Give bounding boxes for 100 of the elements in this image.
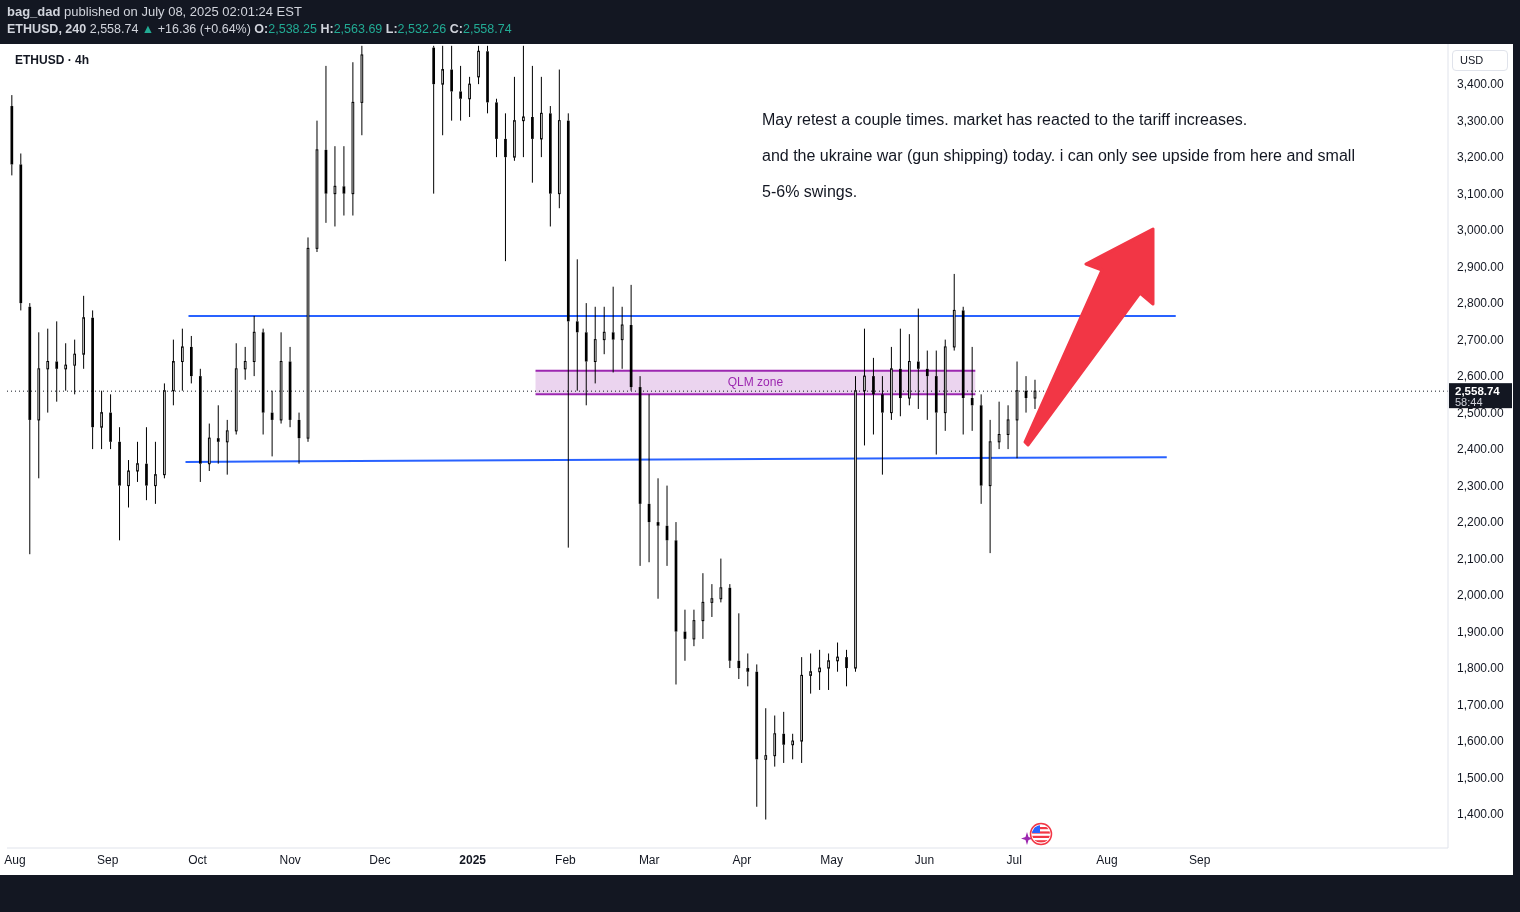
candlestick (602, 306, 606, 355)
candlestick (620, 306, 624, 370)
candlestick (737, 612, 741, 680)
x-tick-label: Sep (97, 853, 119, 867)
y-tick-label: 2,200.00 (1457, 515, 1505, 530)
candlestick (593, 306, 597, 384)
candlestick (557, 69, 561, 209)
y-tick-label: 3,000.00 (1457, 223, 1505, 238)
y-tick-label: 2,900.00 (1457, 259, 1505, 274)
candlestick (252, 315, 256, 377)
candlestick (827, 652, 830, 691)
candlestick (55, 320, 59, 403)
x-tick-label: Sep (1189, 853, 1211, 867)
candlestick (181, 328, 184, 392)
candlestick (1015, 361, 1019, 459)
candlestick (872, 357, 875, 435)
candlestick (710, 583, 714, 618)
x-tick-label: Apr (732, 853, 752, 867)
candlestick (746, 652, 750, 687)
candlestick (881, 375, 884, 476)
candlestick (10, 94, 14, 176)
x-tick-label: Aug (4, 853, 26, 867)
candlestick (1006, 404, 1010, 450)
candlestick (172, 339, 175, 406)
x-tick-label: Aug (1096, 853, 1118, 867)
candlestick (315, 120, 319, 253)
candlestick (198, 368, 202, 483)
candlestick (279, 331, 283, 425)
candlestick (845, 649, 848, 687)
y-tick-label: 2,100.00 (1457, 551, 1505, 566)
candlestick (575, 258, 579, 392)
candlestick (540, 76, 543, 158)
candlestick (207, 423, 211, 472)
series-label: QLM zone (727, 375, 784, 390)
y-tick-label: 2,700.00 (1457, 332, 1505, 347)
candlestick (916, 308, 920, 410)
candlestick (432, 45, 436, 195)
candlestick (611, 286, 615, 373)
candlestick (728, 583, 732, 669)
x-tick-label: Mar (638, 853, 660, 867)
candlestick (37, 331, 41, 479)
candlestick (216, 404, 220, 465)
text: bag_dad published on July 08, 2025 02:01:24 EST (7, 4, 302, 19)
y-tick-label: 3,300.00 (1457, 113, 1505, 128)
candlestick (333, 145, 337, 227)
x-tick-label: 2025 (459, 853, 487, 867)
candlestick (73, 339, 77, 395)
candlestick (351, 61, 355, 217)
candlestick (863, 328, 866, 446)
ref-line-label: 2,558.74 (1455, 384, 1501, 397)
annotation: May retest a couple times. market has reacted to the tariff increases. (762, 111, 1248, 128)
candlestick (145, 426, 148, 501)
x-tick-label: Dec (369, 853, 391, 867)
candlestick (118, 426, 121, 541)
candlestick (899, 328, 902, 417)
candlestick (692, 609, 696, 647)
candlestick (82, 295, 85, 370)
candlestick (46, 328, 50, 414)
annotation: 5-6% swings. (762, 183, 858, 200)
candlestick (136, 441, 139, 483)
candlestick (486, 45, 489, 114)
candlestick (189, 335, 193, 384)
candlestick (925, 350, 929, 421)
y-tick-label: 2,800.00 (1457, 296, 1505, 311)
y-tick-label: 2,400.00 (1457, 442, 1505, 457)
y-tick-label: 3,200.00 (1457, 150, 1505, 165)
y-tick-label: 3,400.00 (1457, 77, 1505, 92)
y-tick-label: 3,100.00 (1457, 186, 1505, 201)
x-tick-label: Jul (1006, 853, 1022, 867)
candlestick (566, 112, 570, 549)
candlestick (719, 558, 723, 603)
candlestick (243, 346, 247, 381)
candlestick (997, 401, 1001, 450)
candlestick (782, 711, 786, 764)
candlestick (450, 45, 453, 122)
candlestick (755, 663, 759, 808)
x-tick-label: Nov (279, 853, 301, 867)
candlestick (584, 302, 588, 406)
candlestick (988, 419, 992, 554)
y-tick-label: 1,400.00 (1457, 807, 1505, 822)
text: ETHUSD · 4h (15, 53, 90, 67)
annotation: and the ukraine war (gun shipping) today. i can only see upside from here and small (762, 147, 1355, 164)
candlestick (154, 441, 157, 505)
candlestick (800, 656, 803, 764)
x-tick-label: Jun (914, 853, 935, 867)
candlestick (19, 152, 23, 311)
candlestick (91, 309, 94, 450)
candlestick (701, 572, 705, 640)
candlestick (549, 105, 552, 227)
candlestick (306, 236, 310, 443)
y-tick-label: 2,000.00 (1457, 588, 1505, 603)
candlestick (504, 112, 507, 262)
candlestick (28, 302, 32, 555)
x-tick-label: May (820, 853, 844, 867)
x-tick-label: Feb (555, 853, 577, 867)
y-tick-label: 1,900.00 (1457, 624, 1505, 639)
candlestick (818, 649, 821, 691)
candlestick (64, 342, 68, 392)
candlestick (225, 419, 229, 476)
candlestick (459, 65, 462, 122)
